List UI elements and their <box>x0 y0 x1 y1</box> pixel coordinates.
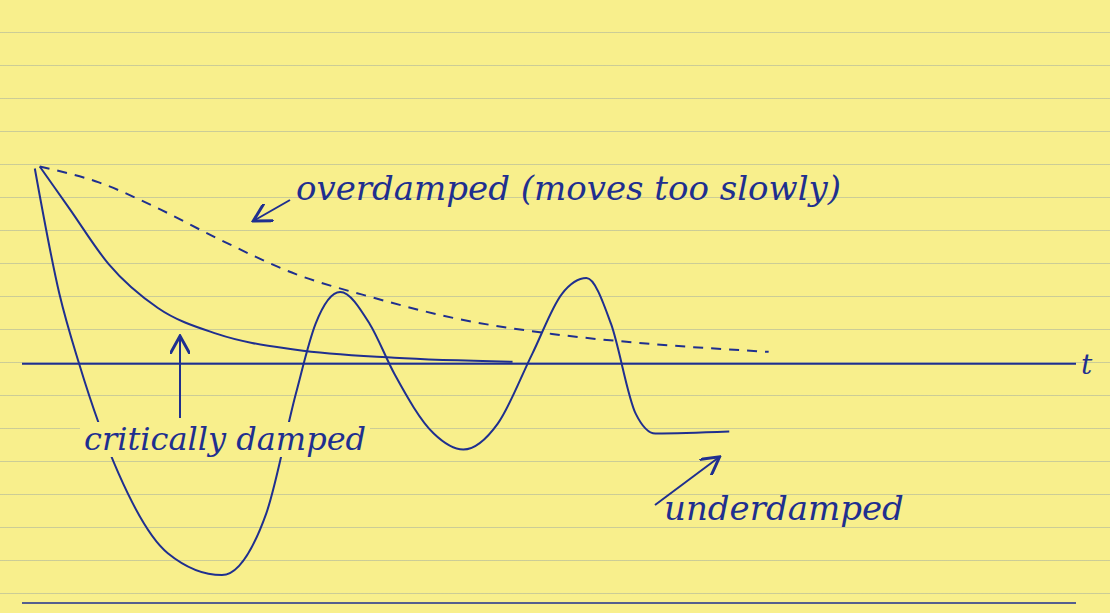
html-text:overdamped (moves too slowly): overdamped (moves too slowly) <box>296 168 841 208</box>
html-text:underdamped: underdamped <box>664 488 904 528</box>
html-text:critically damped: critically damped <box>84 420 367 458</box>
svg-text:t: t <box>1081 348 1093 381</box>
